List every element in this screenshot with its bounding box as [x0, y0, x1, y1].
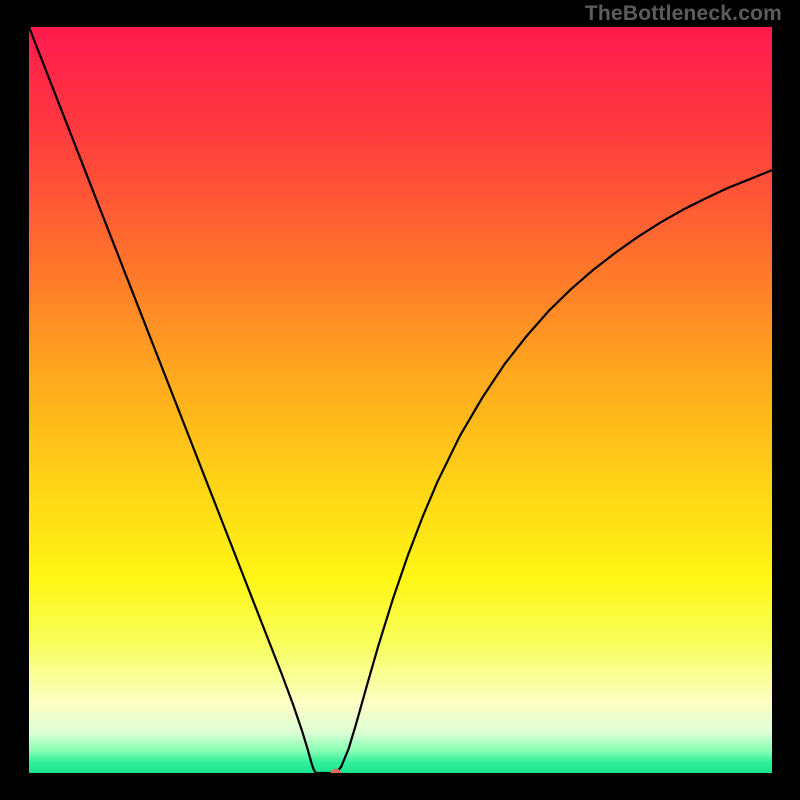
chart-svg	[29, 27, 772, 773]
gradient-background-rect	[29, 27, 772, 773]
chart-area	[29, 27, 772, 773]
watermark-text: TheBottleneck.com	[585, 2, 782, 26]
outer-frame: TheBottleneck.com	[0, 0, 800, 800]
